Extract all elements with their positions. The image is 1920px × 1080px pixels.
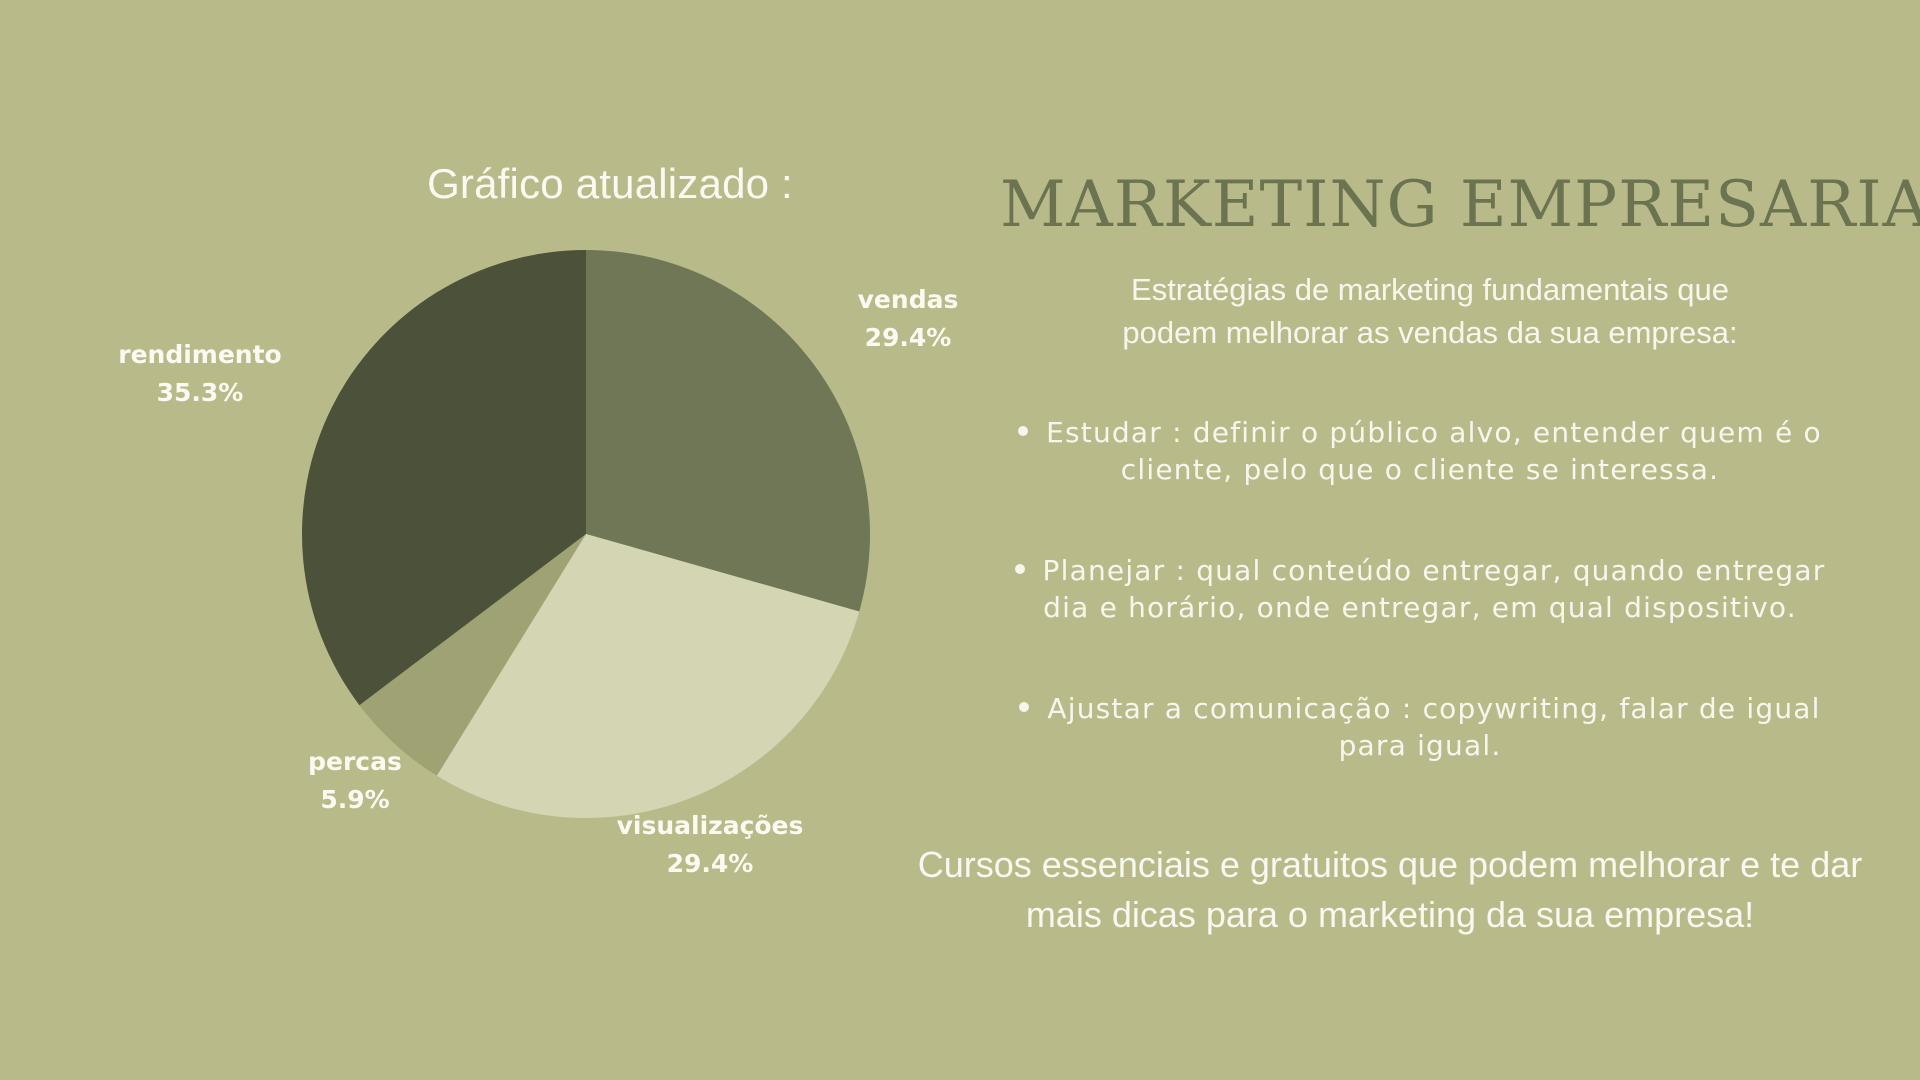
courses-line: mais dicas para o marketing da sua empre… <box>1025 894 1755 935</box>
list-item-line: Planejar : qual conteúdo entregar, quand… <box>980 552 1860 589</box>
list-item-line: Estudar : definir o público alvo, entend… <box>980 414 1860 451</box>
list-item: Ajustar a comunicação : copywriting, fal… <box>980 690 1860 764</box>
bullet-icon <box>1018 426 1029 436</box>
courses-line: Cursos essenciais e gratuitos que podem … <box>917 844 1863 885</box>
list-item: Planejar : qual conteúdo entregar, quand… <box>980 552 1860 626</box>
slice-value-label: 29.4% <box>865 323 952 352</box>
list-item: Estudar : definir o público alvo, entend… <box>980 414 1860 488</box>
list-item-line: para igual. <box>1338 729 1502 762</box>
intro-line: Estratégias de marketing fundamentais qu… <box>1131 272 1729 307</box>
slice-label: percas <box>308 747 402 776</box>
courses-text: Cursos essenciais e gratuitos que podem … <box>880 840 1900 940</box>
slice-value-label: 35.3% <box>157 378 244 407</box>
list-item-line: cliente, pelo que o cliente se interessa… <box>1120 453 1720 486</box>
pie-slices <box>302 250 871 819</box>
pie-slice-percas <box>359 534 586 776</box>
pie-labels: vendas 29.4% visualizações 29.4% percas 5.9% r… <box>118 285 958 878</box>
bullet-icon <box>1014 564 1025 574</box>
slice-label: visualizações <box>617 811 804 840</box>
slice-value-label: 29.4% <box>667 849 754 878</box>
list-item-line: Ajustar a comunicação : copywriting, fal… <box>980 690 1860 727</box>
list-item-line: dia e horário, onde entregar, em qual di… <box>1043 591 1797 624</box>
slice-value-label: 5.9% <box>320 785 389 814</box>
slice-label: rendimento <box>118 340 281 369</box>
pie-slice-visualizações <box>436 534 860 819</box>
intro-line: podem melhorar as vendas da sua empresa: <box>1122 315 1738 350</box>
bullet-icon <box>1019 702 1030 712</box>
pie-slice-rendimento <box>302 250 586 706</box>
slice-label: vendas <box>858 285 959 314</box>
main-title: MARKETING EMPRESARIAL <box>1000 168 1920 242</box>
strategy-list: Estudar : definir o público alvo, entend… <box>980 414 1860 828</box>
intro-text: Estratégias de marketing fundamentais qu… <box>1030 268 1830 354</box>
pie-slice-vendas <box>586 250 871 612</box>
chart-title: Gráfico atualizado : <box>427 160 793 207</box>
